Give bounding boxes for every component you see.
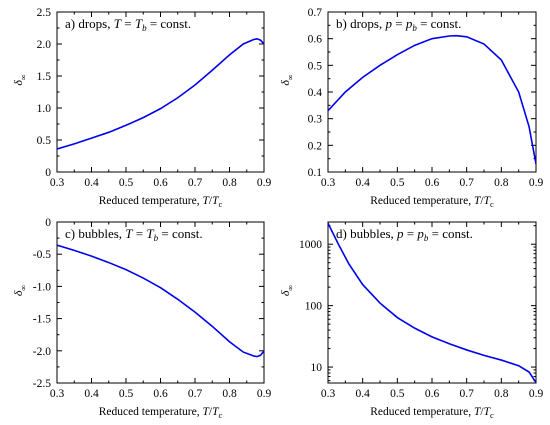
x-tick-label: 0.3 (50, 388, 65, 400)
x-tick-label: 0.7 (459, 388, 474, 400)
series-line-1 (328, 222, 536, 383)
plot-frame (56, 11, 265, 173)
y-tick-label: -1.0 (33, 281, 51, 293)
y-tick-label: 0.7 (308, 7, 323, 19)
x-tick-label: 0.9 (529, 177, 544, 189)
y-tick-label: 10 (311, 362, 323, 374)
y-tick-label: 0.3 (308, 114, 323, 126)
x-tick-label: 0.7 (459, 177, 474, 189)
y-axis-label: δ∞ (11, 74, 28, 86)
x-axis-label: Reduced temperature, T/Tc (370, 195, 494, 209)
x-tick-label: 0.9 (257, 388, 272, 400)
series-line-1 (57, 38, 264, 150)
chart-panel-2: 0.3 0.4 0.5 0.6 0.7 0.8 0.9 0.1 0.2 0.3 0.4 0.5 0.6 0… (278, 7, 543, 209)
y-tick-label: 1000 (299, 239, 322, 251)
panel-title: c) bubbles, T = Tb = const. (65, 226, 203, 243)
y-tick-label: -0.5 (33, 249, 51, 261)
plot-frame (56, 221, 265, 384)
plot-frame (327, 11, 537, 173)
x-tick-label: 0.7 (188, 177, 203, 189)
series-line-1 (57, 244, 264, 358)
y-tick-label: -1.5 (33, 314, 51, 326)
plot-frame (327, 221, 537, 384)
y-tick-label: 0.5 (37, 135, 52, 147)
y-tick-label: 100 (305, 301, 323, 313)
x-tick-label: 0.3 (50, 177, 65, 189)
x-tick-label: 0.8 (494, 177, 509, 189)
x-axis-label: Reduced temperature, T/Tc (99, 195, 223, 209)
y-tick-label: -2.0 (33, 346, 51, 358)
y-tick-label: 0.1 (308, 167, 323, 179)
x-tick-label: 0.8 (494, 388, 509, 400)
x-axis-label: Reduced temperature, T/Tc (370, 406, 494, 420)
y-tick-label: 1.5 (37, 71, 52, 83)
y-tick-label: 0.4 (308, 87, 323, 99)
x-tick-label: 0.6 (425, 177, 440, 189)
x-tick-label: 0.4 (355, 177, 370, 189)
y-axis-label: δ∞ (278, 285, 295, 297)
series-line-1 (328, 34, 536, 165)
y-tick-label: 0.6 (308, 34, 323, 46)
x-tick-label: 0.8 (222, 388, 237, 400)
y-tick-label: 0 (45, 217, 51, 229)
panel-title: a) drops, T = Tb = const. (65, 16, 191, 33)
y-tick-label: -2.5 (33, 378, 51, 390)
chart-panel-1: 0.3 0.4 0.5 0.6 0.7 0.8 0.9 0 0.5 1.0 1.5 2.0 2.5 a) … (11, 7, 271, 209)
y-tick-label: 0.5 (308, 60, 323, 72)
y-axis-label: δ∞ (11, 285, 28, 297)
x-tick-label: 0.3 (321, 177, 336, 189)
x-tick-label: 0.8 (222, 177, 237, 189)
y-tick-label: 0.2 (308, 140, 323, 152)
x-tick-label: 0.5 (119, 388, 134, 400)
x-tick-label: 0.6 (153, 388, 168, 400)
x-tick-label: 0.9 (257, 177, 272, 189)
x-axis-label: Reduced temperature, T/Tc (99, 406, 223, 420)
y-tick-label: 1.0 (37, 103, 52, 115)
x-tick-label: 0.4 (355, 388, 370, 400)
x-tick-label: 0.9 (529, 388, 544, 400)
x-tick-label: 0.5 (390, 388, 405, 400)
chart-panel-4: 0.3 0.4 0.5 0.6 0.7 0.8 0.9 10 100 1000 d) bubbles… (278, 221, 544, 420)
panel-title: b) drops, p = pb = const. (336, 16, 461, 33)
x-tick-label: 0.3 (321, 388, 336, 400)
x-tick-label: 0.4 (84, 177, 99, 189)
y-tick-label: 2.5 (37, 7, 52, 19)
x-tick-label: 0.7 (188, 388, 203, 400)
x-tick-label: 0.4 (84, 388, 99, 400)
x-tick-label: 0.5 (390, 177, 405, 189)
y-axis-label: δ∞ (278, 74, 295, 86)
chart-panel-3: 0.3 0.4 0.5 0.6 0.7 0.8 0.9 -2.5 -2.0 -1.5 -1.0 -0.… (11, 217, 271, 420)
x-tick-label: 0.6 (425, 388, 440, 400)
x-tick-label: 0.5 (119, 177, 134, 189)
y-tick-label: 0 (45, 167, 51, 179)
panel-title: d) bubbles, p = pb = const. (336, 226, 473, 243)
x-tick-label: 0.6 (153, 177, 168, 189)
y-tick-label: 2.0 (37, 39, 52, 51)
